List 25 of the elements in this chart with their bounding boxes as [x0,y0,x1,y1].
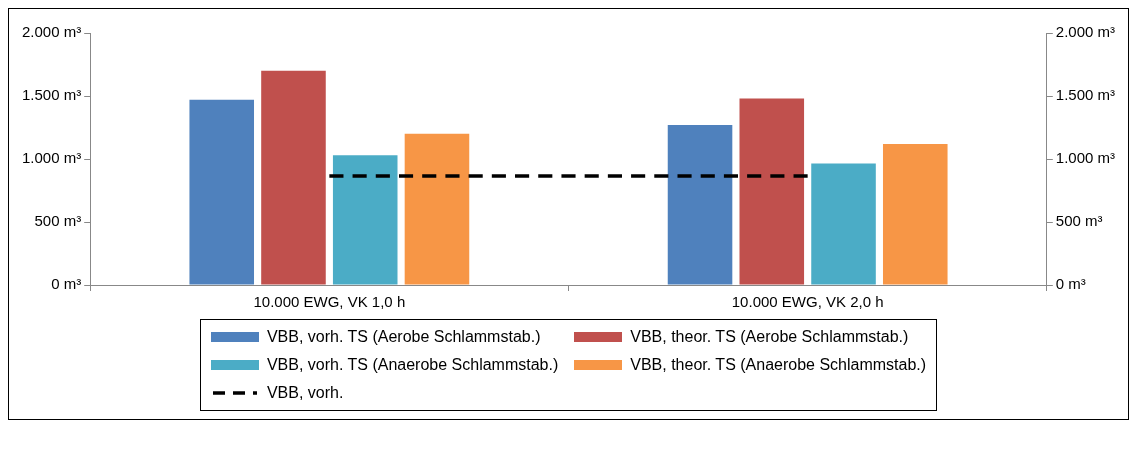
legend-label: VBB, vorh. TS (Aerobe Schlammstab.) [266,328,541,346]
bar [811,163,876,285]
bar [332,155,398,285]
legend-label: VBB, theor. TS (Aerobe Schlammstab.) [630,328,909,346]
legend-label: VBB, theor. TS (Anaerobe Schlammstab.) [630,356,927,374]
y-tick-label: 2.000 m³ [21,23,82,41]
bar [739,98,805,285]
bar [189,99,255,285]
y-tick-label: 1.500 m³ [21,86,82,104]
y2-tick-label: 500 m³ [1055,212,1103,230]
y-tick-label: 1.000 m³ [21,149,82,167]
x-tick-label: 10.000 EWG, VK 1,0 h [253,293,406,311]
bar [261,70,326,285]
legend-label: VBB, vorh. [266,384,344,402]
x-tick-label: 10.000 EWG, VK 2,0 h [731,293,884,311]
legend-label: VBB, vorh. TS (Anaerobe Schlammstab.) [266,356,559,374]
y2-tick-label: 1.500 m³ [1055,86,1116,104]
y2-tick-label: 2.000 m³ [1055,23,1116,41]
bar [882,143,948,285]
y2-tick-label: 1.000 m³ [1055,149,1116,167]
y2-tick-label: 0 m³ [1055,275,1086,293]
bar [667,124,733,285]
y-tick-label: 0 m³ [51,275,82,293]
bar [404,133,470,285]
y-tick-label: 500 m³ [34,212,82,230]
